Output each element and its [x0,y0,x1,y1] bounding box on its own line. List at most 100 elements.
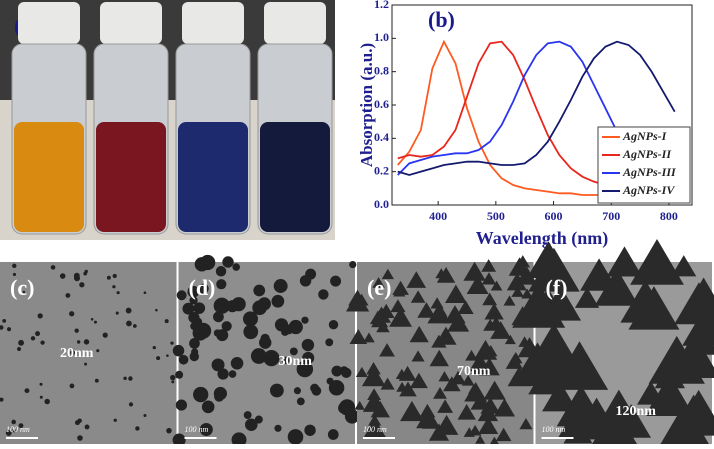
nanoparticle [211,358,225,372]
nanoparticle [193,386,209,403]
nanoparticle [630,238,684,285]
nanoparticle [648,335,705,384]
vial-cap [182,2,244,44]
nanoparticle [437,399,454,413]
nanoparticle [325,338,334,347]
nanoparticle [69,311,75,317]
nanoparticle [363,418,386,438]
nanoparticle [213,329,222,337]
nanoparticle [94,378,99,383]
nanoparticle [250,348,267,364]
nanoparticle [252,300,267,316]
nanoparticle [539,285,582,321]
vial-liquid [178,122,248,232]
nanoparticle [273,279,288,293]
nanoparticle [318,289,329,300]
scale-bar-label: 100 nm [542,425,566,434]
nanoparticle [395,368,408,379]
nanoparticle [457,404,476,420]
nanoparticle [674,282,714,325]
nanoparticle [381,268,394,280]
nanoparticle [380,377,395,390]
y-tick-label: 0.4 [374,130,389,144]
nanoparticle [430,297,444,309]
nanoparticle [354,293,369,306]
nanoparticle [70,350,76,356]
nanoparticle [83,271,88,276]
nanoparticle [511,286,524,297]
legend-label: AgNPs-IV [622,183,675,197]
nanoparticle [170,341,174,345]
nanoparticle [59,273,66,279]
nanoparticle [217,368,229,380]
x-tick-label: 600 [545,209,563,223]
nanoparticle [671,255,697,277]
nanoparticle [216,279,227,290]
nanoparticle [484,303,504,320]
nanoparticle [457,300,474,315]
nanoparticle [521,288,533,299]
nanoparticle [12,428,16,433]
nanoparticle [263,349,280,367]
nanoparticle [399,381,417,397]
vial-cap [18,2,80,44]
legend-label: AgNPs-III [622,165,677,179]
vial-cap [264,2,326,44]
panel-label: (f) [546,275,568,300]
nanoparticle [115,311,119,315]
nanoparticle [301,316,309,324]
nanoparticle [409,325,429,343]
nanoparticle [409,372,428,389]
nanoparticle [482,292,498,306]
y-tick-label: 1.2 [374,0,389,11]
nanoparticle [328,319,339,330]
nanoparticle [189,338,200,349]
nanoparticle [637,381,665,405]
nanoparticle [606,246,643,277]
nanoparticle [182,302,195,315]
nanoparticle [102,332,108,338]
nanoparticle [228,370,237,378]
nanoparticle [259,336,272,349]
nanoparticle [213,311,224,323]
nanoparticle [242,311,258,327]
nanoparticle [505,354,523,369]
nanoparticle [289,347,298,356]
nanoparticle [304,424,316,436]
nanoparticle [660,402,710,445]
nanoparticle [35,331,40,337]
y-axis-label: Absorption (a.u.) [357,43,376,167]
nanoparticle [327,429,339,440]
nanoparticle [232,263,240,271]
nanoparticle [463,261,486,281]
nanoparticle [22,290,26,294]
nanoparticle [301,338,315,352]
nanoparticle [481,272,497,285]
nanoparticle [361,366,386,387]
nanoparticle [79,282,85,288]
nanoparticle [389,307,413,327]
nanoparticle [0,325,4,330]
nanoparticle [473,339,498,360]
nanoparticle [478,416,499,434]
nanoparticle [305,268,317,280]
nanoparticle [243,324,259,340]
nanoparticle [195,322,212,339]
nanoparticle [125,307,132,314]
nanoparticle [287,429,304,445]
nanoparticle [466,275,489,295]
nanoparticle [271,294,285,308]
nanoparticle [74,328,79,333]
nanoparticle [143,291,147,295]
nanoparticle [392,280,409,295]
nanoparticle [245,418,258,432]
nanoparticle [429,349,449,367]
nanoparticle [170,374,176,381]
nanoparticle [434,414,459,435]
nanoparticle [112,285,116,289]
scale-bar-label: 100 nm [6,425,30,434]
nanoparticle [221,321,232,332]
nanoparticle [230,356,244,370]
nanoparticle [490,321,512,339]
